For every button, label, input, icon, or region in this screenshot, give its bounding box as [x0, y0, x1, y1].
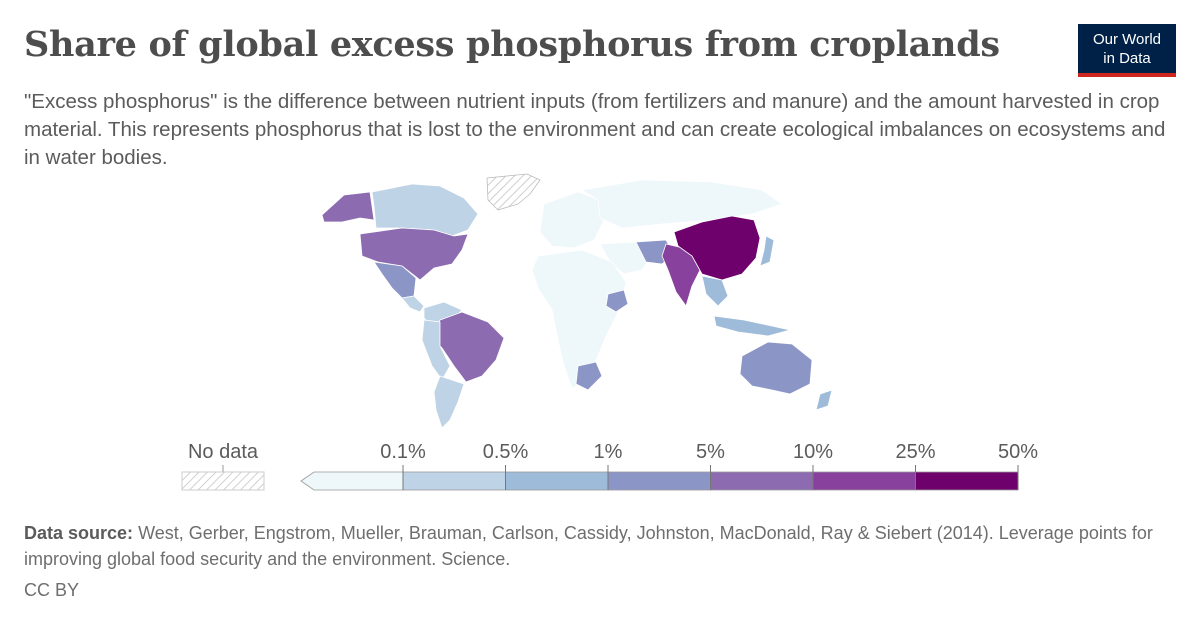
legend-bin-label: 0.5% [483, 441, 529, 463]
region-indonesia[interactable] [713, 315, 791, 337]
legend-bin-lowest [300, 471, 404, 491]
legend-bin-label: 10% [793, 441, 833, 463]
legend-no-data-label: No data [188, 441, 259, 463]
legend-bin-3 [607, 471, 711, 491]
data-source: Data source: West, Gerber, Engstrom, Mue… [24, 520, 1174, 572]
legend-bin-6 [915, 471, 1019, 491]
world-map [321, 173, 833, 429]
chart-subtitle: "Excess phosphorus" is the difference be… [24, 90, 1166, 169]
legend-bin-1 [402, 471, 506, 491]
region-central-america[interactable] [401, 295, 425, 313]
legend-bin-label: 50% [998, 441, 1038, 463]
legend-bin-label: 1% [594, 441, 623, 463]
legend-bin-4 [710, 471, 814, 491]
region-south-africa[interactable] [575, 361, 603, 391]
legend-bin-label: 25% [895, 441, 935, 463]
owid-logo[interactable]: Our World in Data [1078, 24, 1176, 77]
region-europe[interactable] [539, 191, 605, 249]
region-alaska[interactable] [321, 191, 375, 223]
legend-no-data-swatch [181, 471, 265, 491]
legend-bin-label: 5% [696, 441, 725, 463]
legend-bin-5 [812, 471, 916, 491]
region-united-states[interactable] [359, 227, 469, 281]
data-source-label: Data source: [24, 523, 134, 543]
logo-line-1: Our World [1092, 31, 1162, 48]
region-australia[interactable] [739, 341, 813, 395]
region-argentina[interactable] [433, 375, 465, 429]
legend-bin-label: 0.1% [380, 441, 426, 463]
region-ethiopia[interactable] [605, 289, 629, 313]
region-china[interactable] [673, 215, 761, 281]
region-southeast-asia[interactable] [701, 275, 729, 307]
legend-bin-2 [505, 471, 609, 491]
region-japan[interactable] [759, 235, 775, 267]
region-andes[interactable] [421, 319, 451, 381]
logo-line-2: in Data [1103, 50, 1151, 67]
region-new-zealand[interactable] [815, 389, 833, 411]
chart-title: Share of global excess phosphorus from c… [24, 24, 1000, 65]
data-source-text: West, Gerber, Engstrom, Mueller, Brauman… [24, 523, 1153, 569]
region-canada[interactable] [371, 183, 479, 237]
region-greenland[interactable] [486, 173, 541, 211]
license[interactable]: CC BY [24, 580, 80, 600]
